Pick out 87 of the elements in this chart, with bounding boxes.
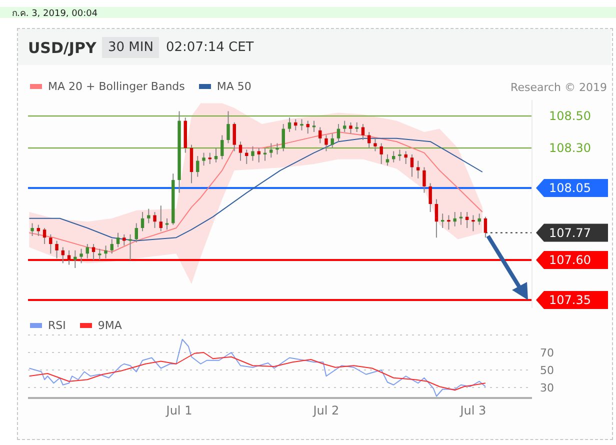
y-tick-label: 107.35: [549, 293, 591, 308]
candlestick: [140, 212, 144, 232]
candlestick: [270, 142, 273, 158]
y-tick-label: 107.77: [549, 226, 591, 240]
candlestick: [434, 198, 438, 238]
candlestick: [80, 248, 83, 264]
candlestick: [202, 152, 206, 166]
text: 02:07:14 CET: [166, 40, 254, 55]
candlestick: [147, 208, 150, 224]
candlestick: [276, 142, 279, 155]
candlestick: [398, 149, 402, 162]
candlestick: [196, 156, 200, 178]
x-tick-label: Jul 2: [312, 404, 340, 418]
candlestick: [49, 234, 52, 254]
candlestick: [92, 244, 96, 260]
candlestick: [190, 144, 194, 184]
legend-label: RSI: [47, 319, 66, 332]
legend-label: MA 20 + Bollinger Bands: [47, 80, 185, 93]
candlestick: [300, 118, 304, 131]
candlestick: [368, 132, 371, 148]
candlestick: [318, 126, 322, 144]
legend-label: MA 50: [216, 80, 252, 93]
candlestick: [282, 124, 285, 152]
candlestick: [484, 216, 488, 238]
y-tick-label: 108.05: [549, 181, 591, 196]
candlestick: [440, 213, 444, 228]
candlestick: [226, 110, 230, 144]
candlestick: [128, 234, 132, 260]
candlestick: [251, 146, 254, 162]
y-tick-label: 30: [540, 381, 554, 394]
candlestick: [361, 124, 365, 140]
candlestick: [134, 222, 138, 243]
y-tick-label: 108.50: [549, 109, 591, 124]
candlestick: [263, 148, 267, 162]
legend-label: 9MA: [96, 319, 122, 332]
candlestick: [416, 160, 420, 179]
candlestick: [232, 122, 236, 152]
candlestick: [153, 212, 156, 228]
candlestick: [238, 141, 242, 162]
candlestick: [374, 138, 377, 152]
candlestick: [410, 154, 414, 178]
candlestick: [404, 150, 408, 164]
candlestick: [349, 122, 352, 134]
candlestick: [74, 250, 77, 268]
x-tick-label: Jul 3: [459, 404, 486, 418]
candlestick: [453, 212, 456, 227]
candlestick: [220, 134, 224, 160]
candlestick: [208, 152, 212, 164]
candlestick: [472, 214, 475, 232]
candlestick: [30, 222, 34, 236]
candlestick: [324, 134, 328, 152]
candlestick: [104, 245, 108, 259]
candlestick: [98, 248, 102, 260]
candlestick: [478, 213, 481, 226]
candlestick: [159, 205, 162, 232]
candlestick: [336, 124, 340, 142]
y-tick-label: 107.60: [549, 253, 591, 268]
y-tick-label: 108.30: [549, 141, 591, 156]
candlestick: [55, 240, 58, 259]
candlestick: [459, 212, 463, 226]
chart-subtitle: 30 MIN: [102, 37, 160, 58]
y-tick-label: 70: [540, 346, 554, 360]
candlestick: [67, 250, 71, 266]
text: Research © 2019: [510, 81, 607, 94]
candlestick: [330, 133, 334, 148]
candlestick: [312, 120, 316, 132]
candlestick: [165, 218, 169, 230]
y-tick-label: 50: [540, 364, 554, 377]
candlestick: [86, 244, 89, 259]
candlestick: [122, 234, 126, 246]
candlestick: [422, 166, 426, 194]
candlestick: [355, 122, 358, 132]
candlestick: [42, 228, 46, 244]
candlestick: [257, 148, 260, 163]
candlestick: [447, 214, 450, 230]
x-tick-label: Jul 1: [165, 404, 192, 418]
candlestick: [110, 238, 114, 254]
line-series: [28, 338, 486, 397]
candlestick: [428, 182, 432, 212]
candlestick: [343, 120, 346, 132]
candlestick: [288, 117, 292, 132]
chart-title: USD/JPY: [28, 39, 96, 57]
line-series: [28, 352, 486, 391]
candlestick: [116, 232, 120, 248]
text: ก.ค. 3, 2019, 00:04: [12, 8, 98, 20]
candlestick: [380, 142, 383, 164]
candlestick: [386, 154, 390, 166]
